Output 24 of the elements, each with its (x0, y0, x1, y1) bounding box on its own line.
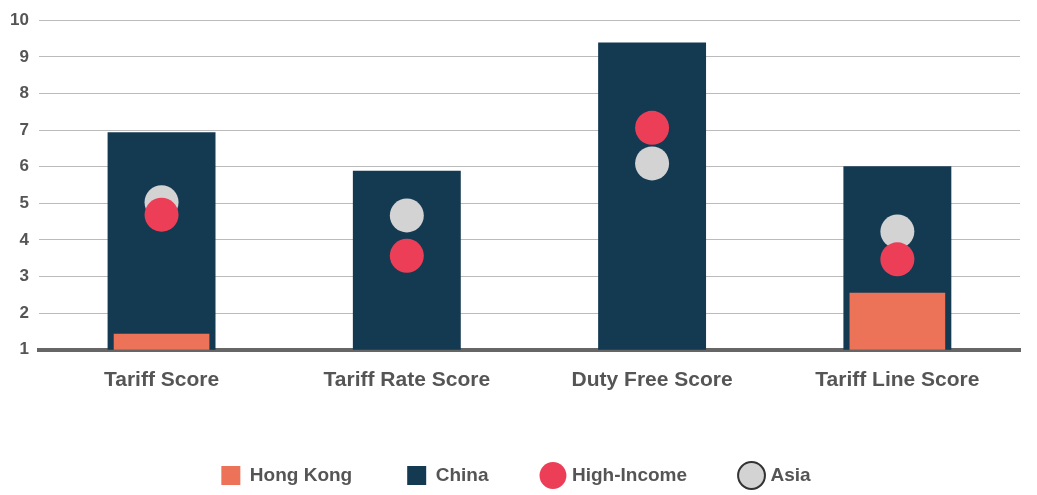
legend-label: China (435, 463, 489, 485)
point (389, 198, 424, 233)
legend-label: High-Income (571, 463, 688, 485)
y-tick-label: 10 (9, 9, 29, 29)
y-tick-label: 7 (19, 119, 29, 139)
legend-label: Hong Kong (249, 463, 353, 485)
y-tick-label: 1 (19, 339, 29, 359)
y-tick-label: 5 (19, 193, 29, 212)
y-tick-label: 9 (19, 46, 29, 66)
x-tick-label: Tariff Score (103, 367, 220, 391)
x-tick-label: Tariff Line Score (815, 367, 980, 391)
point (144, 197, 179, 232)
x-tick-label: Duty Free Score (571, 367, 733, 391)
point (880, 242, 915, 277)
y-tick-label: 3 (19, 266, 29, 286)
point (389, 238, 424, 273)
y-tick-label: 2 (19, 302, 29, 322)
point (635, 110, 670, 145)
y-tick-label: 8 (19, 83, 29, 103)
y-tick-label: 6 (19, 156, 29, 176)
point (635, 146, 670, 181)
legend-label: Asia (770, 463, 812, 485)
y-tick-label: 4 (19, 229, 30, 249)
x-tick-label: Tariff Rate Score (323, 367, 491, 391)
